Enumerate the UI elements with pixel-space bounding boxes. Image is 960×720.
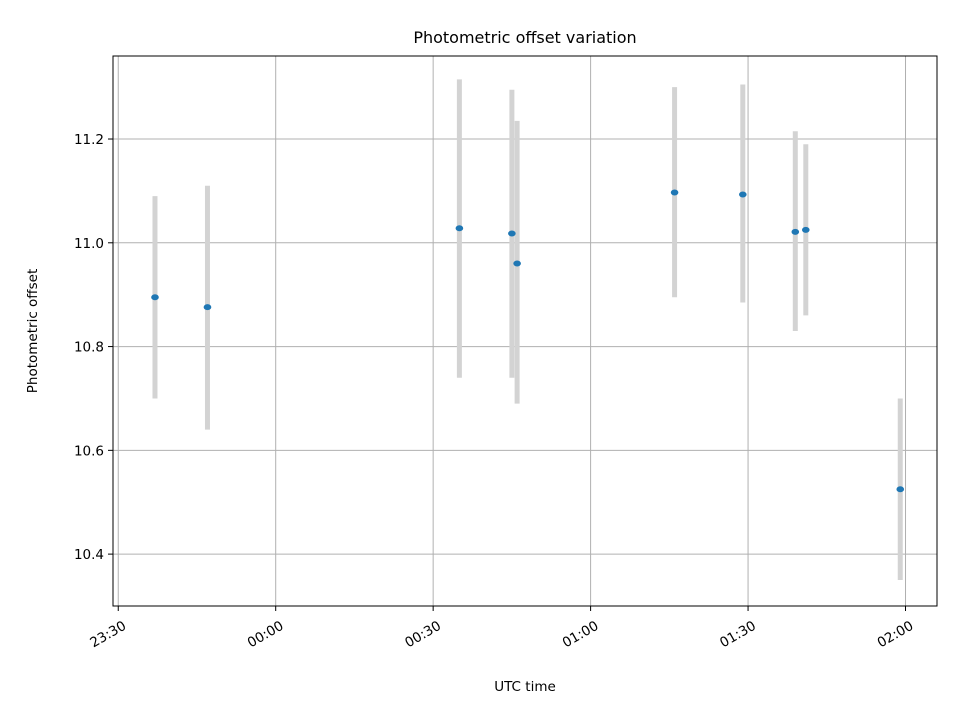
data-point xyxy=(455,225,464,232)
y-tick-label: 11.0 xyxy=(74,236,104,252)
data-point xyxy=(670,189,679,196)
x-axis-title: UTC time xyxy=(494,679,556,695)
data-points xyxy=(151,189,905,493)
data-point xyxy=(151,294,159,301)
chart-title: Photometric offset variation xyxy=(413,28,636,47)
x-tick-label: 01:30 xyxy=(717,618,759,651)
data-point xyxy=(896,486,905,493)
x-tick-label: 00:00 xyxy=(245,618,287,651)
x-tick-label: 02:00 xyxy=(875,618,917,651)
x-tick-label: 00:30 xyxy=(402,618,444,651)
y-tick-label: 10.6 xyxy=(74,443,104,459)
data-point xyxy=(203,304,212,311)
data-point xyxy=(739,191,747,198)
data-point xyxy=(513,260,521,267)
x-tick-label: 01:00 xyxy=(560,618,602,651)
x-axis-ticks: 23:30 00:00 00:30 01:00 01:30 02:00 xyxy=(87,606,916,651)
y-tick-label: 10.4 xyxy=(74,547,104,563)
y-axis-ticks: 10.4 10.6 10.8 11.0 11.2 xyxy=(74,132,113,563)
data-point xyxy=(508,230,516,237)
plot-frame xyxy=(112,55,938,607)
data-point xyxy=(791,228,800,235)
error-bars xyxy=(152,79,903,581)
y-tick-label: 10.8 xyxy=(74,340,104,356)
x-tick-label: 23:30 xyxy=(87,618,129,651)
data-point xyxy=(801,226,810,233)
y-tick-label: 11.2 xyxy=(74,132,104,148)
grid-lines xyxy=(113,56,937,606)
y-axis-title: Photometric offset xyxy=(25,269,41,393)
